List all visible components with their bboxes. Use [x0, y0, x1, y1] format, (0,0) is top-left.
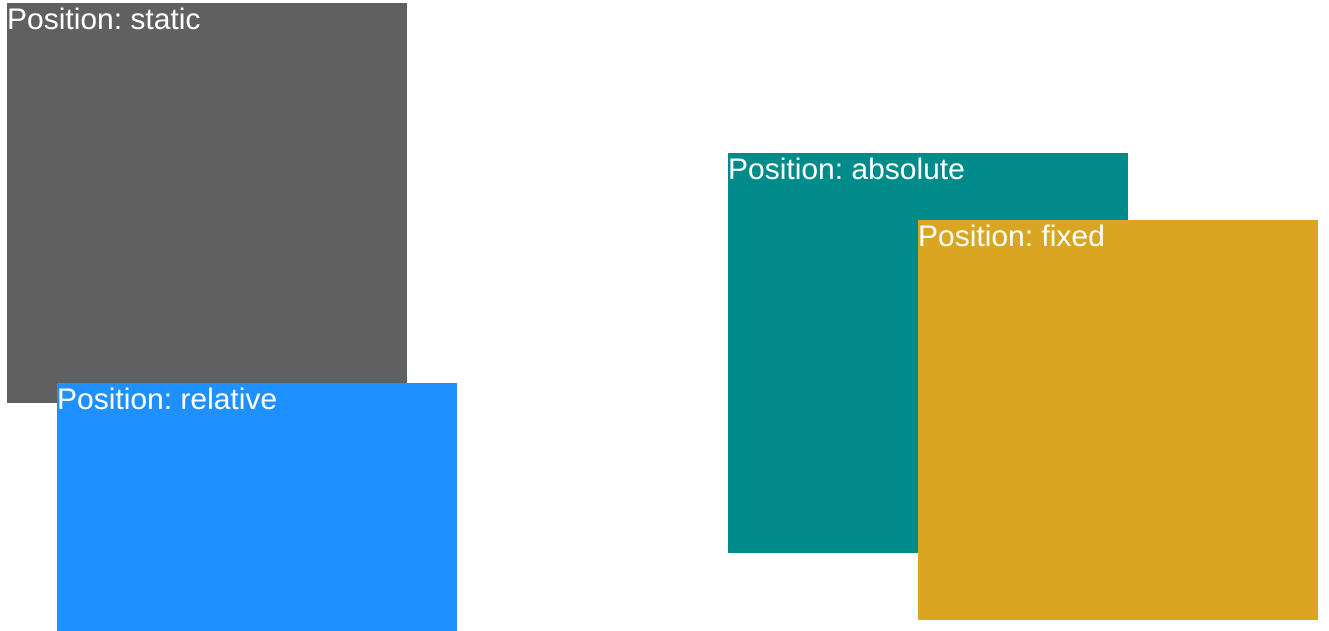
- relative-box-label: Position: relative: [57, 383, 278, 416]
- fixed-box-label: Position: fixed: [918, 220, 1105, 253]
- static-box: Position: static: [7, 3, 407, 403]
- static-box-label: Position: static: [7, 3, 201, 36]
- absolute-box-label: Position: absolute: [728, 153, 965, 186]
- fixed-box: Position: fixed: [918, 220, 1318, 620]
- relative-box: Position: relative: [57, 383, 457, 631]
